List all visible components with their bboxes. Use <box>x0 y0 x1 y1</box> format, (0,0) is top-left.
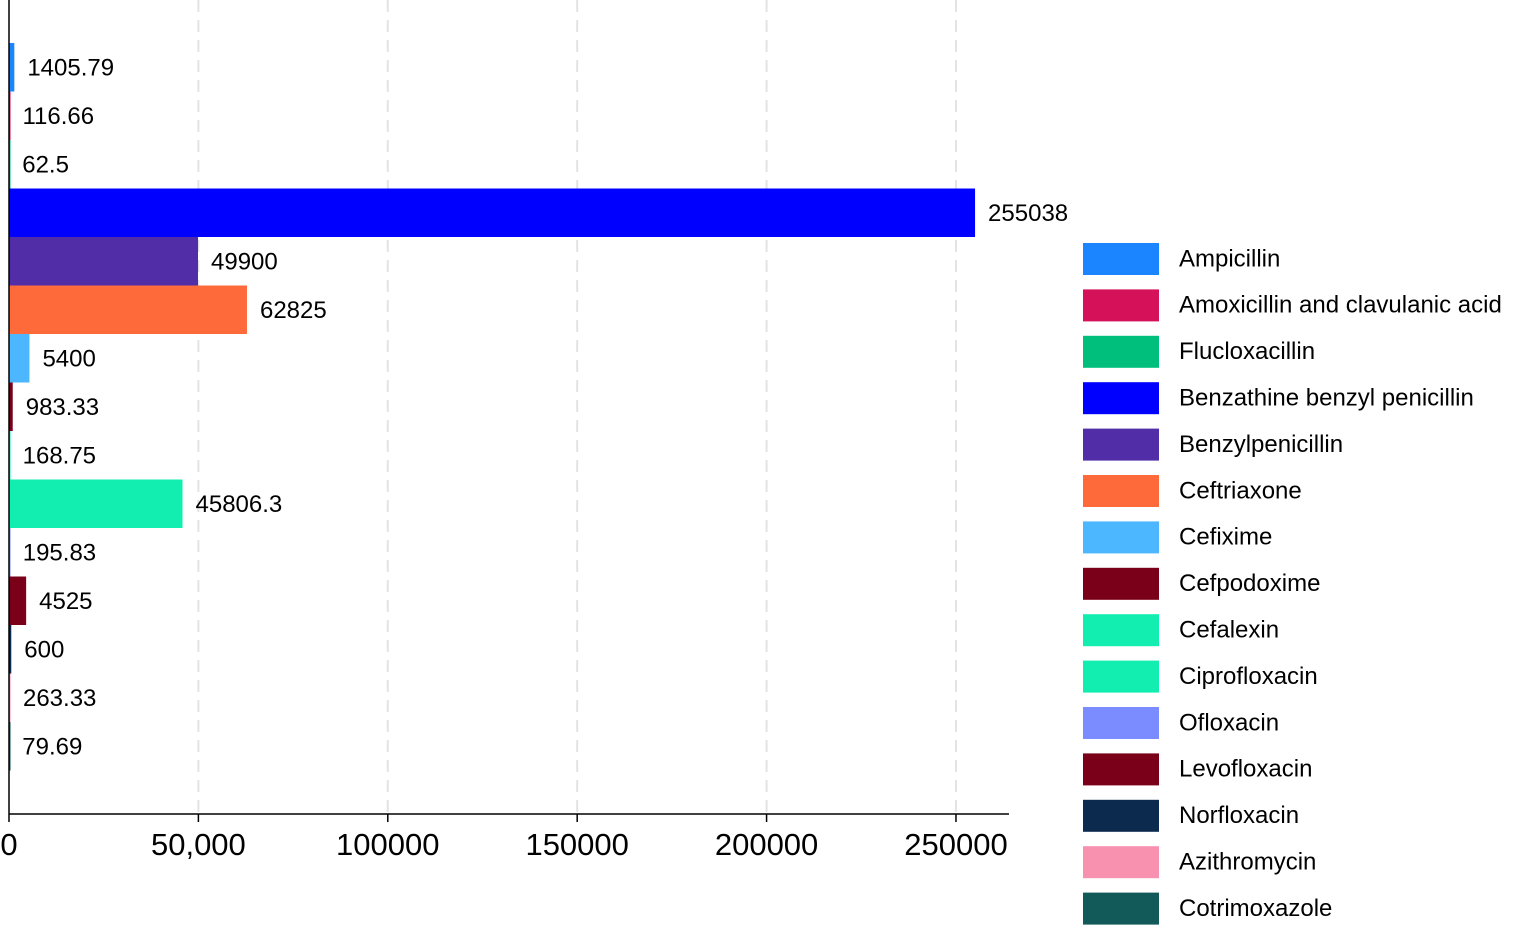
legend-label: Ampicillin <box>1179 245 1280 272</box>
bar <box>9 625 12 674</box>
x-tick-label: 0 <box>0 827 17 862</box>
legend-label: Norfloxacin <box>1179 802 1299 829</box>
value-label: 168.75 <box>23 443 96 470</box>
legend-swatch <box>1083 475 1159 507</box>
value-label: 600 <box>24 637 64 664</box>
legend-label: Cefpodoxime <box>1179 570 1320 597</box>
value-label: 1405.79 <box>27 55 114 82</box>
bar <box>9 576 27 625</box>
bar <box>9 334 30 383</box>
legend-label: Cefixime <box>1179 524 1272 551</box>
legend-swatch <box>1083 335 1159 368</box>
value-label: 195.83 <box>23 540 96 567</box>
legend-label: Cotrimoxazole <box>1179 895 1332 922</box>
x-tick-label: 100000 <box>336 827 439 862</box>
bar <box>9 43 15 92</box>
legend-swatch <box>1083 753 1159 786</box>
legend-swatch <box>1083 521 1159 554</box>
value-label: 255038 <box>988 200 1068 227</box>
value-label: 263.33 <box>23 685 96 712</box>
legend-label: Cefalexin <box>1179 617 1279 644</box>
legend-swatch <box>1083 428 1159 461</box>
value-label: 4525 <box>39 588 92 615</box>
legend-label: Azithromycin <box>1179 849 1316 876</box>
legend-label: Levofloxacin <box>1179 756 1312 783</box>
legend-swatch <box>1083 846 1159 879</box>
bar <box>9 188 976 237</box>
bar <box>9 285 247 334</box>
legend-label: Ofloxacin <box>1179 709 1279 736</box>
legend-swatch <box>1083 614 1159 647</box>
value-label: 5400 <box>42 346 95 373</box>
value-label: 79.69 <box>22 734 82 761</box>
value-label: 62.5 <box>22 152 69 179</box>
x-tick-label: 50,000 <box>151 827 246 862</box>
legend-swatch <box>1083 243 1159 275</box>
legend-label: Ceftriaxone <box>1179 477 1302 504</box>
legend-label: Benzathine benzyl penicillin <box>1179 385 1474 412</box>
legend-label: Amoxicillin and clavulanic acid <box>1179 292 1502 319</box>
value-label: 62825 <box>260 297 327 324</box>
value-label: 49900 <box>211 249 278 276</box>
legend-swatch <box>1083 707 1159 739</box>
bar <box>9 237 199 286</box>
legend-label: Benzylpenicillin <box>1179 431 1343 458</box>
legend-label: Flucloxacillin <box>1179 338 1315 365</box>
bar <box>9 382 13 431</box>
legend-swatch <box>1083 567 1159 600</box>
legend-label: Ciprofloxacin <box>1179 663 1318 690</box>
legend-swatch <box>1083 799 1159 832</box>
legend-swatch <box>1083 289 1159 322</box>
value-label: 983.33 <box>26 394 99 421</box>
bar <box>9 479 183 528</box>
value-label: 116.66 <box>22 103 94 130</box>
legend-swatch <box>1083 892 1159 925</box>
x-tick-label: 250000 <box>904 827 1007 862</box>
legend-swatch <box>1083 382 1159 415</box>
legend-swatch <box>1083 660 1159 693</box>
x-tick-label: 200000 <box>715 827 818 862</box>
value-label: 45806.3 <box>196 491 283 518</box>
x-tick-label: 150000 <box>525 827 628 862</box>
